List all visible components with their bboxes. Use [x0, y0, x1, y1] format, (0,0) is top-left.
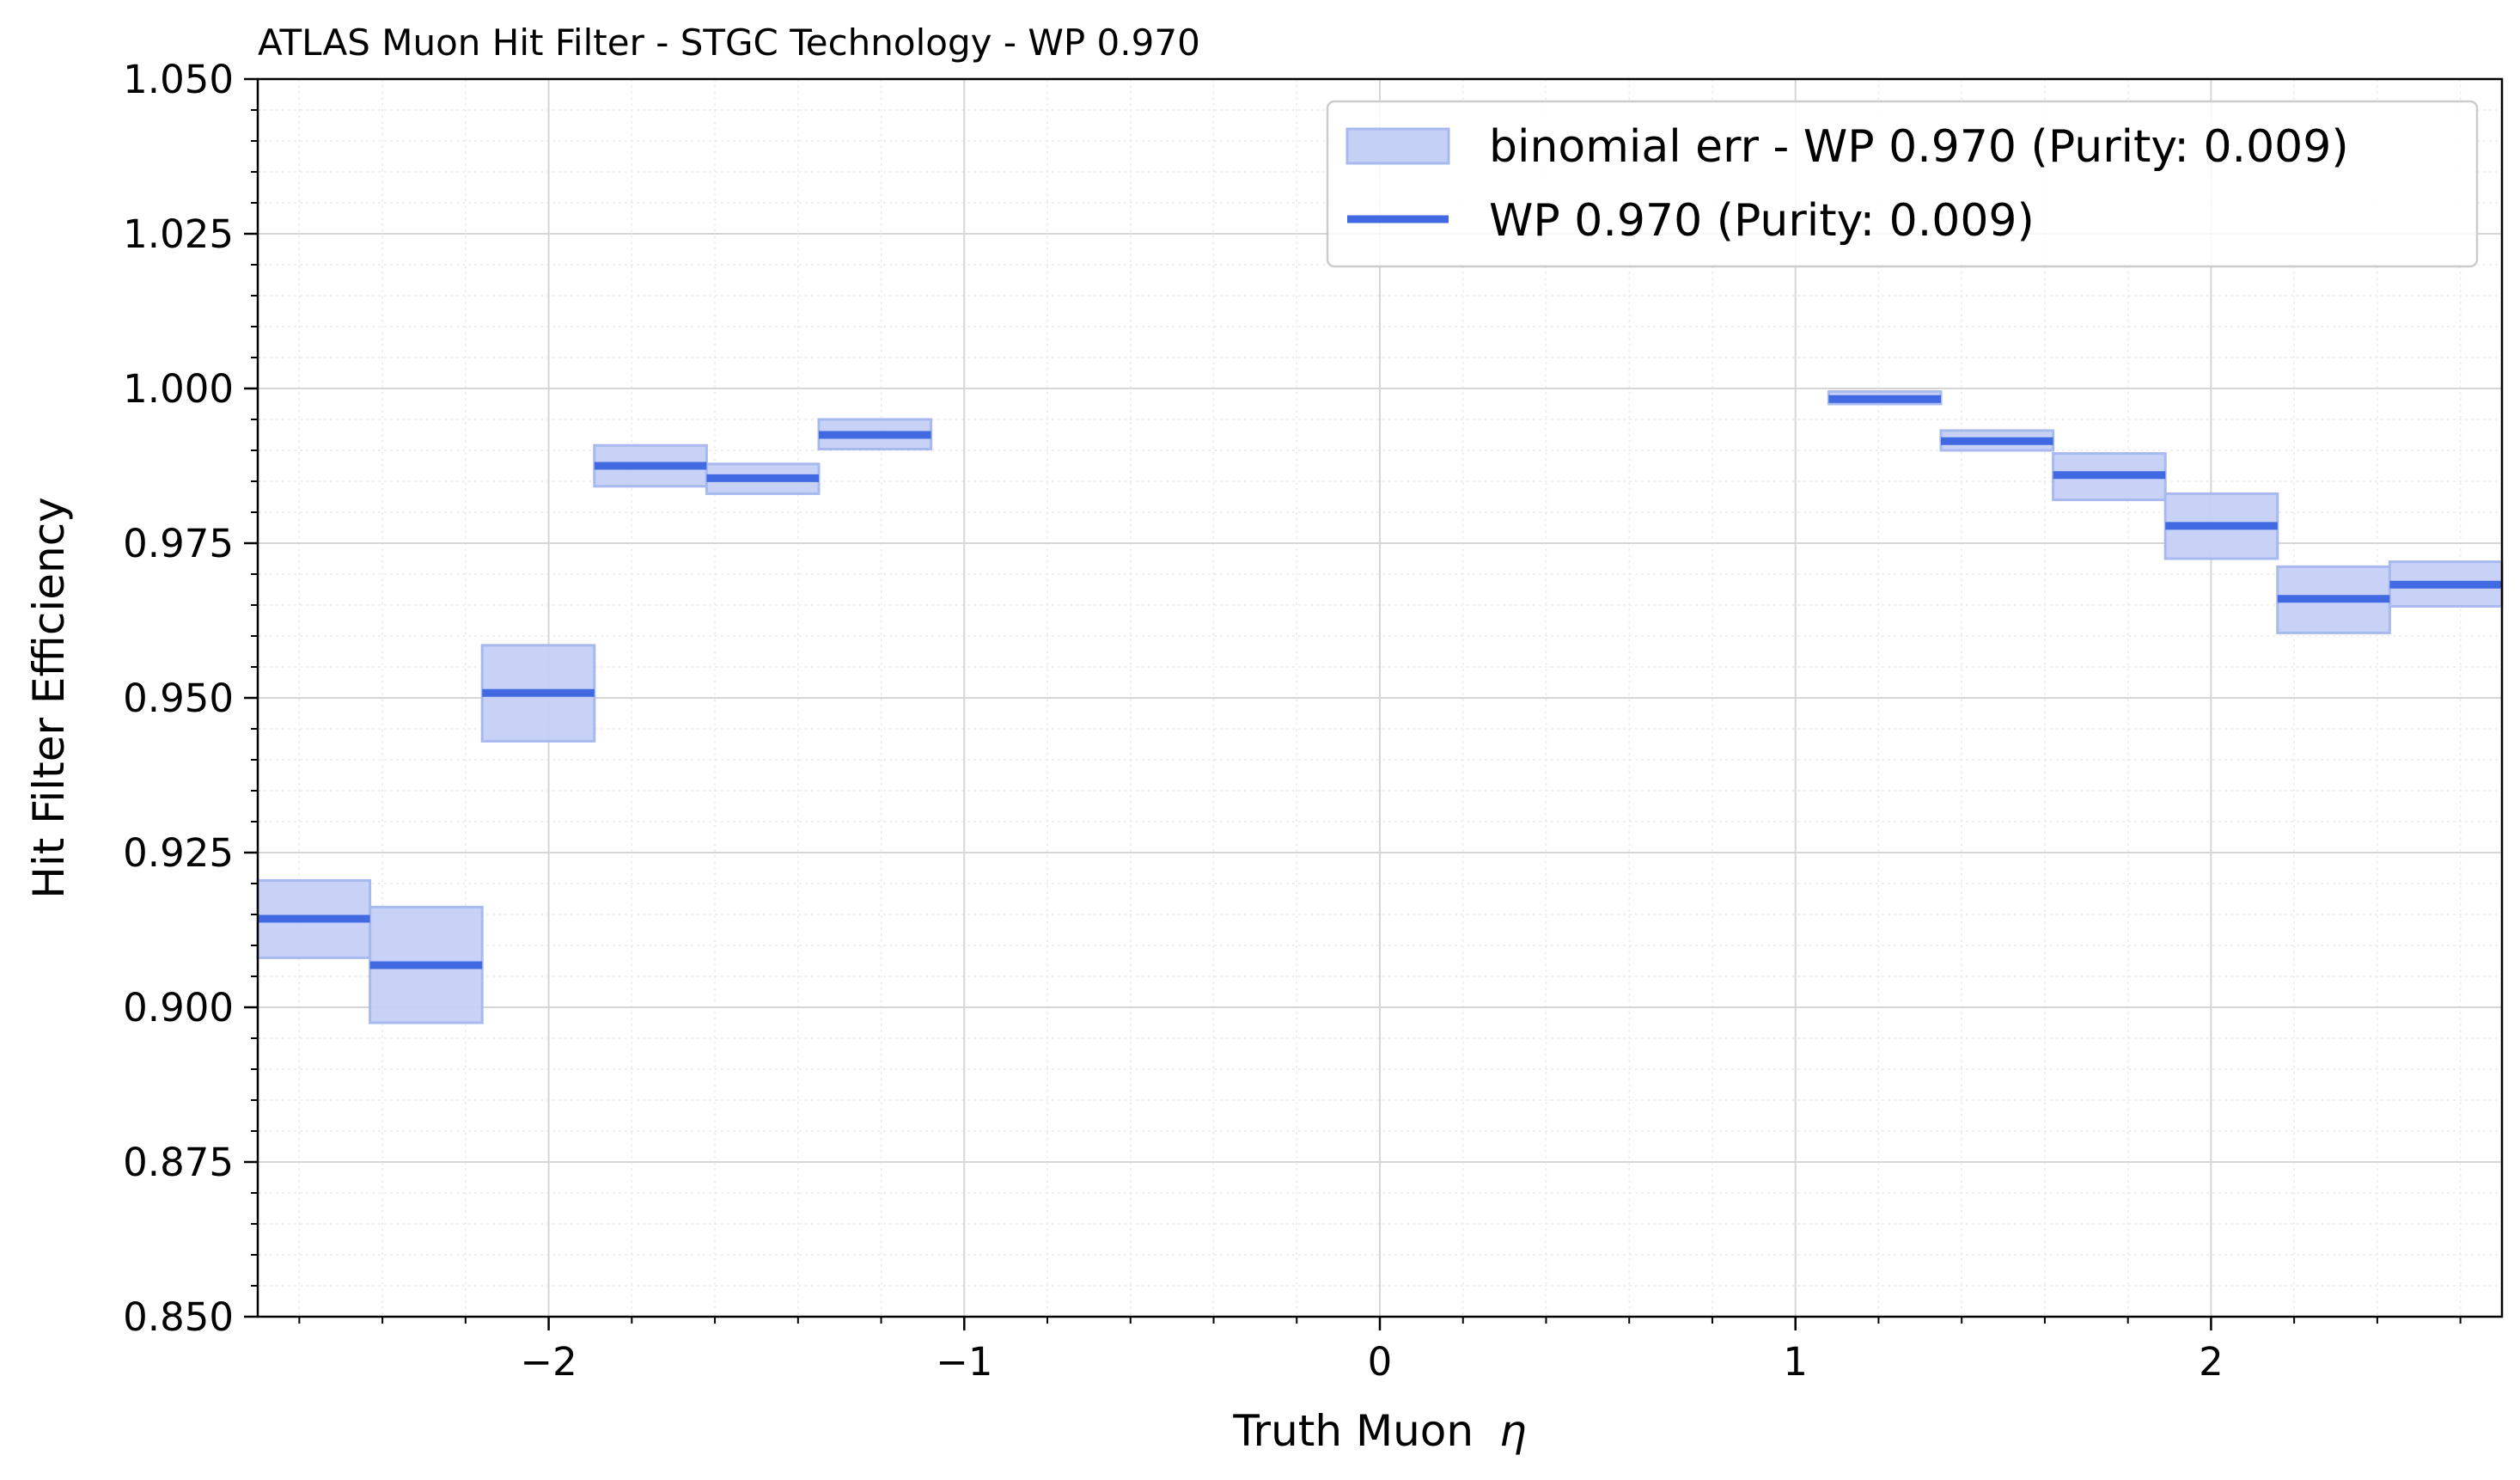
x-tick-label: −1	[936, 1339, 992, 1385]
y-tick-label: 0.900	[123, 985, 234, 1030]
efficiency-lines	[258, 394, 2502, 969]
y-tick-label: 0.875	[123, 1140, 234, 1185]
x-tick-label: −2	[520, 1339, 577, 1385]
y-tick-label: 1.025	[123, 211, 234, 257]
legend-band-label: binomial err - WP 0.970 (Purity: 0.009)	[1489, 121, 2349, 173]
legend-line-label: WP 0.970 (Purity: 0.009)	[1489, 195, 2035, 247]
axis-ticks	[244, 77, 2462, 1330]
x-axis-label-text: Truth Muon	[1232, 1406, 1474, 1456]
x-axis-label-symbol: η	[1499, 1406, 1527, 1456]
legend: binomial err - WP 0.970 (Purity: 0.009) …	[1326, 100, 2479, 268]
x-tick-label: 0	[1368, 1339, 1393, 1385]
y-tick-label: 0.850	[123, 1294, 234, 1340]
y-axis-label: Hit Filter Efficiency	[24, 497, 74, 899]
minor-grid	[258, 79, 2502, 1317]
x-tick-labels: −2 −1 0 1 2	[520, 1339, 2223, 1385]
legend-band-swatch	[1345, 127, 1450, 165]
y-tick-label: 0.950	[123, 676, 234, 721]
y-tick-label: 0.975	[123, 521, 234, 566]
x-axis-label: Truth Muon η	[1232, 1406, 1526, 1456]
x-tick-label: 1	[1783, 1339, 1808, 1385]
y-tick-labels: 0.850 0.875 0.900 0.925 0.950 0.975 1.000 1.025…	[123, 57, 234, 1340]
chart-title: ATLAS Muon Hit Filter - STGC Technology …	[258, 21, 1200, 64]
y-tick-label: 0.925	[123, 830, 234, 876]
x-tick-label: 2	[2199, 1339, 2224, 1385]
legend-box	[1326, 100, 2479, 268]
y-tick-label: 1.000	[123, 366, 234, 412]
y-tick-label: 1.050	[123, 57, 234, 102]
